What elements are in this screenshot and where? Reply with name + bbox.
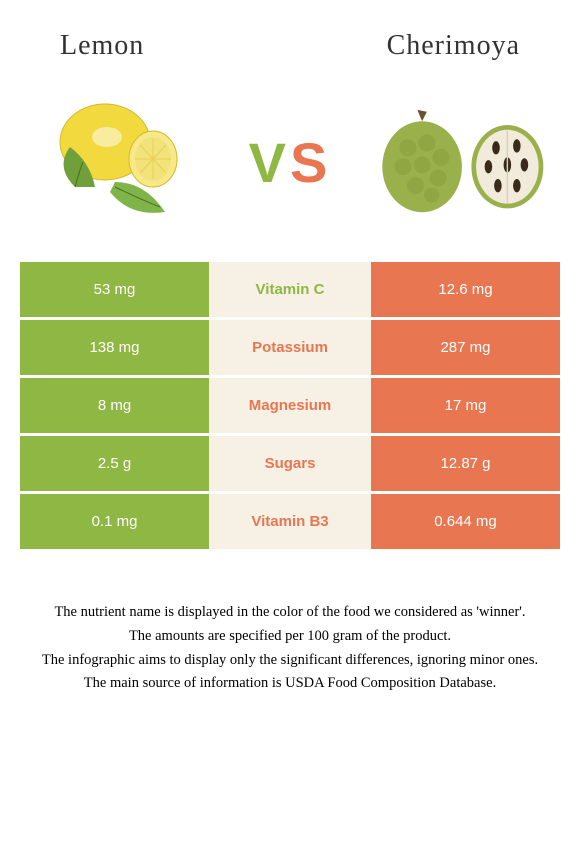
cherimoya-image xyxy=(370,87,550,237)
cell-nutrient-name: Sugars xyxy=(209,436,371,491)
cell-right-value: 12.6 mg xyxy=(371,262,560,317)
cell-right-value: 12.87 g xyxy=(371,436,560,491)
note-line: The amounts are specified per 100 gram o… xyxy=(25,626,555,648)
cell-left-value: 53 mg xyxy=(20,262,209,317)
hero-row: VS xyxy=(0,72,580,262)
cell-nutrient-name: Vitamin C xyxy=(209,262,371,317)
note-line: The infographic aims to display only the… xyxy=(25,650,555,672)
title-lemon: Lemon xyxy=(60,30,144,62)
cell-right-value: 17 mg xyxy=(371,378,560,433)
note-line: The main source of information is USDA F… xyxy=(25,673,555,695)
nutrient-table: 53 mgVitamin C12.6 mg138 mgPotassium287 … xyxy=(0,262,580,549)
footer-notes: The nutrient name is displayed in the co… xyxy=(0,552,580,695)
cell-nutrient-name: Potassium xyxy=(209,320,371,375)
cell-right-value: 287 mg xyxy=(371,320,560,375)
title-cherimoya: Cherimoya xyxy=(387,30,520,62)
cell-nutrient-name: Magnesium xyxy=(209,378,371,433)
table-row: 0.1 mgVitamin B30.644 mg xyxy=(20,494,560,549)
cell-left-value: 0.1 mg xyxy=(20,494,209,549)
cell-left-value: 2.5 g xyxy=(20,436,209,491)
table-row: 2.5 gSugars12.87 g xyxy=(20,436,560,491)
table-row: 8 mgMagnesium17 mg xyxy=(20,378,560,433)
vs-s: S xyxy=(290,130,331,195)
vs-label: VS xyxy=(249,130,332,195)
table-row: 138 mgPotassium287 mg xyxy=(20,320,560,375)
vs-v: V xyxy=(249,130,290,195)
cell-nutrient-name: Vitamin B3 xyxy=(209,494,371,549)
header: Lemon Cherimoya xyxy=(0,0,580,72)
note-line: The nutrient name is displayed in the co… xyxy=(25,602,555,624)
table-row: 53 mgVitamin C12.6 mg xyxy=(20,262,560,317)
cell-left-value: 138 mg xyxy=(20,320,209,375)
cell-left-value: 8 mg xyxy=(20,378,209,433)
lemon-image xyxy=(30,87,210,237)
cell-right-value: 0.644 mg xyxy=(371,494,560,549)
